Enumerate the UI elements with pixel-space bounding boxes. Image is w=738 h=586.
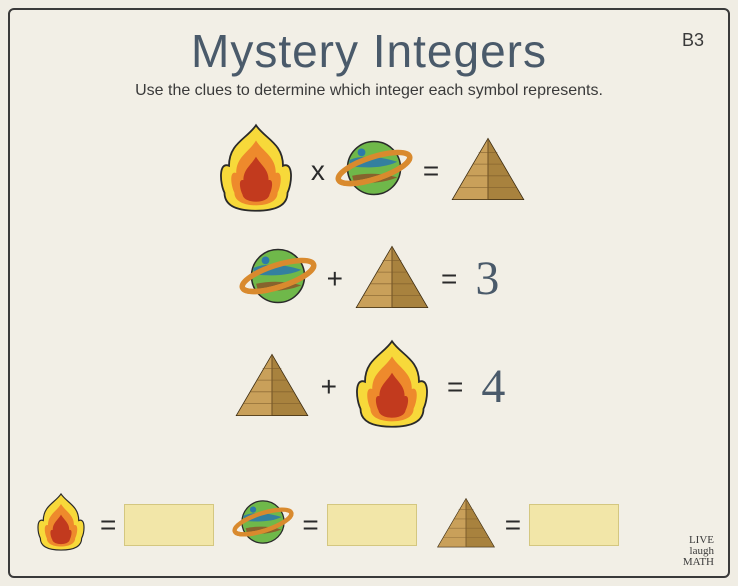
result-value: 4	[481, 359, 505, 414]
result-value: 3	[475, 251, 499, 306]
answer-box-planet[interactable]	[327, 504, 417, 546]
plus-op: +	[319, 371, 339, 403]
page-title: Mystery Integers	[10, 24, 728, 78]
pyramid-icon	[435, 491, 497, 558]
logo-line3: MATH	[683, 557, 714, 568]
equation-row-2: + = 3	[239, 235, 500, 322]
planet-icon	[239, 235, 317, 322]
fire-icon	[347, 334, 437, 439]
answer-fire: =	[30, 491, 214, 558]
equals-op: =	[503, 509, 523, 541]
brand-logo: LIVE laugh MATH	[683, 535, 714, 568]
times-op: x	[309, 155, 327, 187]
fire-icon	[211, 118, 301, 223]
equals-op: =	[300, 509, 320, 541]
planet-icon	[232, 491, 294, 558]
pyramid-icon	[449, 127, 527, 214]
answer-pyramid: =	[435, 491, 619, 558]
plus-op: +	[325, 263, 345, 295]
equals-op: =	[445, 371, 465, 403]
answer-row: = = =	[30, 491, 708, 558]
pyramid-icon	[233, 343, 311, 430]
equals-op: =	[98, 509, 118, 541]
pyramid-icon	[353, 235, 431, 322]
equals-op: =	[421, 155, 441, 187]
answer-box-pyramid[interactable]	[529, 504, 619, 546]
answer-box-fire[interactable]	[124, 504, 214, 546]
equation-row-1: x =	[211, 118, 527, 223]
equals-op: =	[439, 263, 459, 295]
page-code: B3	[682, 30, 704, 51]
answer-planet: =	[232, 491, 416, 558]
worksheet-frame: B3 Mystery Integers Use the clues to det…	[8, 8, 730, 578]
page-subtitle: Use the clues to determine which integer…	[10, 82, 728, 100]
fire-icon	[30, 491, 92, 558]
equation-row-3: + = 4	[233, 334, 506, 439]
equation-list: x = + = 3 + = 4	[10, 118, 728, 439]
planet-icon	[335, 127, 413, 214]
